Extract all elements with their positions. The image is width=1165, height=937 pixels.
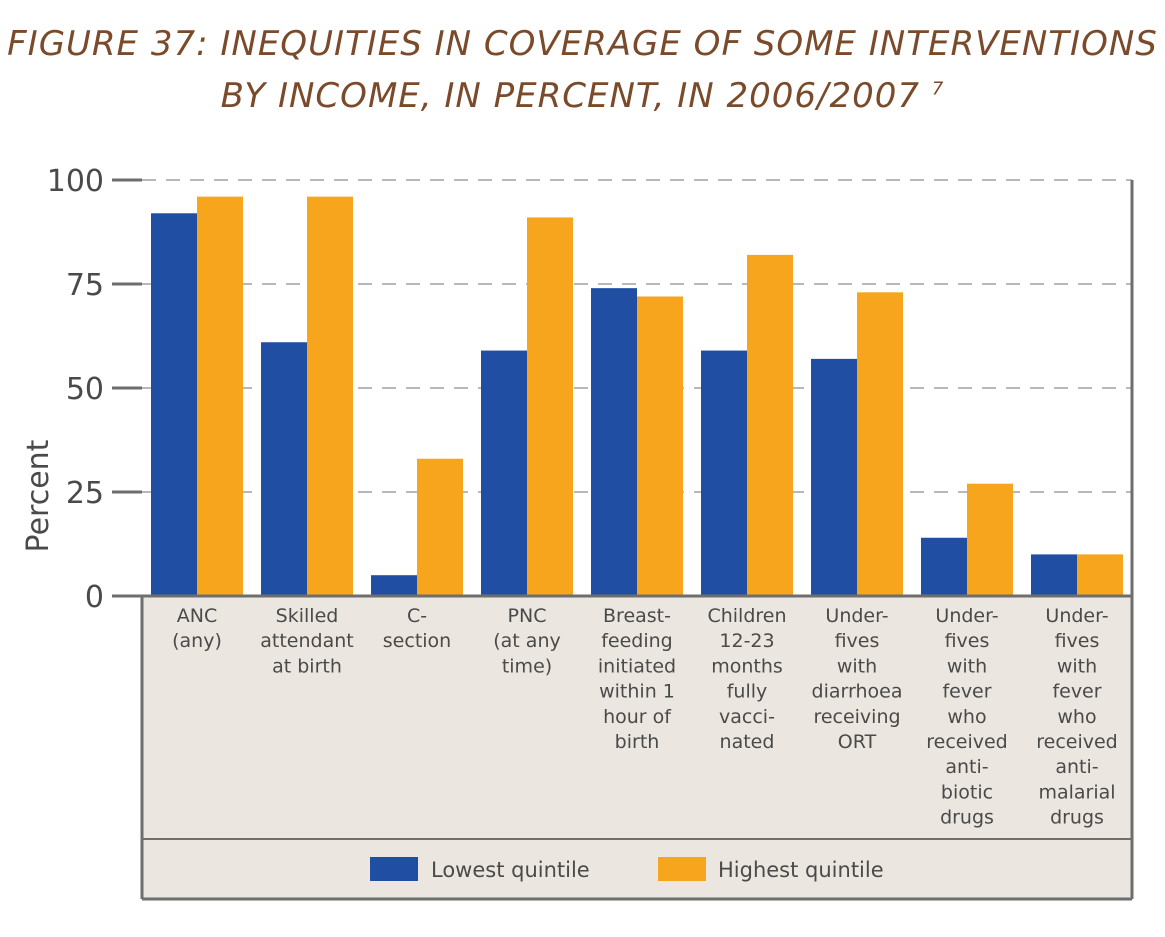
bar-lowest-quintile — [151, 213, 197, 596]
figure-title-line-2-text: BY INCOME, IN PERCENT, IN 2006/2007 — [220, 76, 921, 116]
x-tick-label: C-section — [383, 605, 451, 652]
bar-highest-quintile — [857, 292, 903, 596]
bar-lowest-quintile — [1031, 554, 1077, 596]
bar-highest-quintile — [1077, 554, 1123, 596]
figure-title-line-2: BY INCOME, IN PERCENT, IN 2006/2007 7 — [0, 70, 1165, 122]
legend-label-highest: Highest quintile — [718, 858, 884, 882]
x-tick-label: ANC (any) — [172, 605, 222, 652]
y-axis-ticks: 0 25 50 75 100 — [47, 164, 142, 615]
figure-title-line-1: FIGURE 37: INEQUITIES IN COVERAGE OF SOM… — [7, 24, 1158, 64]
bar-lowest-quintile — [701, 350, 747, 596]
x-tick-label: Under-fives with diarrhoea receiving ORT — [812, 605, 903, 753]
legend: Lowest quintile Highest quintile — [370, 857, 884, 882]
x-tick-label: Breast-feeding initiated within 1 hour of bi… — [598, 605, 676, 753]
bar-highest-quintile — [967, 483, 1013, 596]
x-tick-label: PNC (at any time) — [493, 605, 560, 677]
category-panel — [142, 596, 1132, 839]
bar-highest-quintile — [197, 196, 243, 596]
legend-label-lowest: Lowest quintile — [431, 858, 590, 882]
bar-lowest-quintile — [811, 358, 857, 596]
figure-title: FIGURE 37: INEQUITIES IN COVERAGE OF SOM… — [0, 18, 1165, 122]
legend-swatch-lowest — [370, 857, 418, 881]
x-axis-labels: ANC (any) Skilled attendant at birth C-sectio… — [172, 605, 1118, 829]
legend-panel — [142, 839, 1132, 899]
bar-lowest-quintile — [591, 288, 637, 596]
y-axis-label: Percent — [21, 439, 56, 552]
footnote-reference: 7 — [931, 78, 945, 100]
y-tick-label: 0 — [85, 580, 104, 615]
bar-lowest-quintile — [921, 537, 967, 596]
bar-highest-quintile — [417, 458, 463, 596]
bar-lowest-quintile — [371, 575, 417, 596]
bar-lowest-quintile — [481, 350, 527, 596]
bar-highest-quintile — [747, 254, 793, 596]
x-tick-label: Skilled attendant at birth — [260, 605, 353, 677]
x-tick-label: Children 12-23 months fully vacci-nated — [707, 605, 786, 753]
bar-highest-quintile — [307, 196, 353, 596]
y-tick-label: 100 — [47, 164, 104, 199]
y-tick-label: 25 — [66, 476, 104, 511]
bar-lowest-quintile — [261, 342, 307, 596]
bar-highest-quintile — [527, 217, 573, 596]
x-tick-label: Under-fives with fever who received anti-mala… — [1036, 605, 1118, 829]
bars — [151, 196, 1123, 596]
legend-swatch-highest — [658, 857, 706, 881]
y-tick-label: 50 — [66, 372, 104, 407]
x-tick-label: Under-fives with fever who received anti-biot… — [926, 605, 1008, 829]
bar-highest-quintile — [637, 296, 683, 596]
y-tick-label: 75 — [66, 268, 104, 303]
